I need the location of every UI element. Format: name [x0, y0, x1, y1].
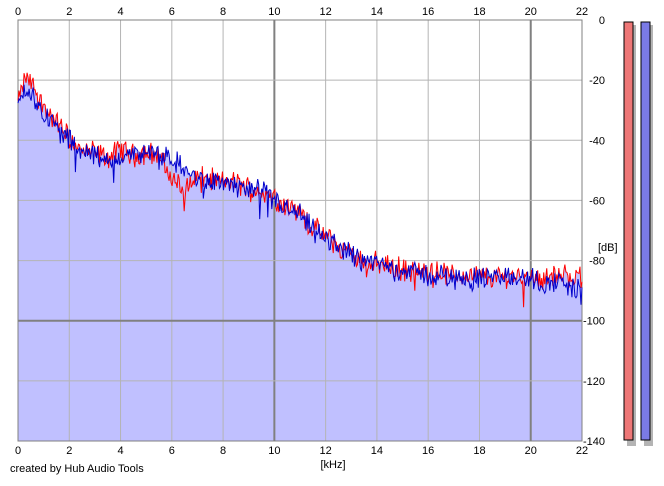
x-tick-label-top: 10: [268, 6, 280, 18]
grid-lines: [17, 19, 583, 442]
x-tick-label-bottom: 16: [422, 445, 434, 457]
y-tick-label: -80: [589, 256, 605, 268]
level-meters: [623, 21, 653, 446]
x-tick-label-bottom: 2: [66, 445, 72, 457]
credit-text: created by Hub Audio Tools: [10, 463, 144, 475]
right-channel-level-meter: [641, 22, 650, 440]
y-tick-label: -20: [589, 75, 605, 87]
plot-border: [17, 19, 583, 442]
x-tick-label-top: 12: [320, 6, 332, 18]
x-tick-label-top: 8: [220, 6, 226, 18]
x-tick-label-bottom: 14: [371, 445, 383, 457]
x-tick-label-top: 22: [576, 6, 588, 18]
x-tick-label-bottom: 4: [117, 445, 123, 457]
x-tick-label-bottom: 10: [268, 445, 280, 457]
x-axis-bottom-tick-labels: 0 2 4 6 8 10 12 14 16 18 20 22: [15, 445, 588, 457]
x-tick-label-bottom: 8: [220, 445, 226, 457]
x-axis-top-tick-labels: 0 2 4 6 8 10 12 14 16 18 20 22: [15, 6, 588, 18]
x-tick-label-top: 18: [473, 6, 485, 18]
y-axis-tick-labels: 0 -20 -40 -60 -80 -100 -120 -140: [583, 15, 605, 448]
y-tick-label: -60: [589, 195, 605, 207]
x-tick-label-bottom: 0: [15, 445, 21, 457]
y-tick-label: -120: [583, 376, 605, 388]
x-axis-label: [kHz]: [320, 459, 345, 471]
x-tick-label-bottom: 6: [169, 445, 175, 457]
y-tick-label: -140: [583, 436, 605, 448]
x-tick-label-bottom: 20: [525, 445, 537, 457]
x-tick-label-top: 2: [66, 6, 72, 18]
series-right-channel: [17, 84, 583, 305]
y-tick-label: -100: [583, 316, 605, 328]
spectrum-series: [17, 72, 583, 308]
x-tick-label-bottom: 12: [320, 445, 332, 457]
y-axis-label: [dB]: [598, 242, 618, 254]
x-tick-label-top: 0: [15, 6, 21, 18]
y-tick-label: -40: [589, 135, 605, 147]
x-tick-label-top: 4: [117, 6, 123, 18]
x-tick-label-top: 16: [422, 6, 434, 18]
y-tick-label: 0: [599, 15, 605, 27]
x-tick-label-top: 20: [525, 6, 537, 18]
x-tick-label-top: 6: [169, 6, 175, 18]
x-tick-label-bottom: 18: [473, 445, 485, 457]
x-tick-label-bottom: 22: [576, 445, 588, 457]
x-tick-label-top: 14: [371, 6, 383, 18]
left-channel-level-meter: [624, 22, 633, 440]
